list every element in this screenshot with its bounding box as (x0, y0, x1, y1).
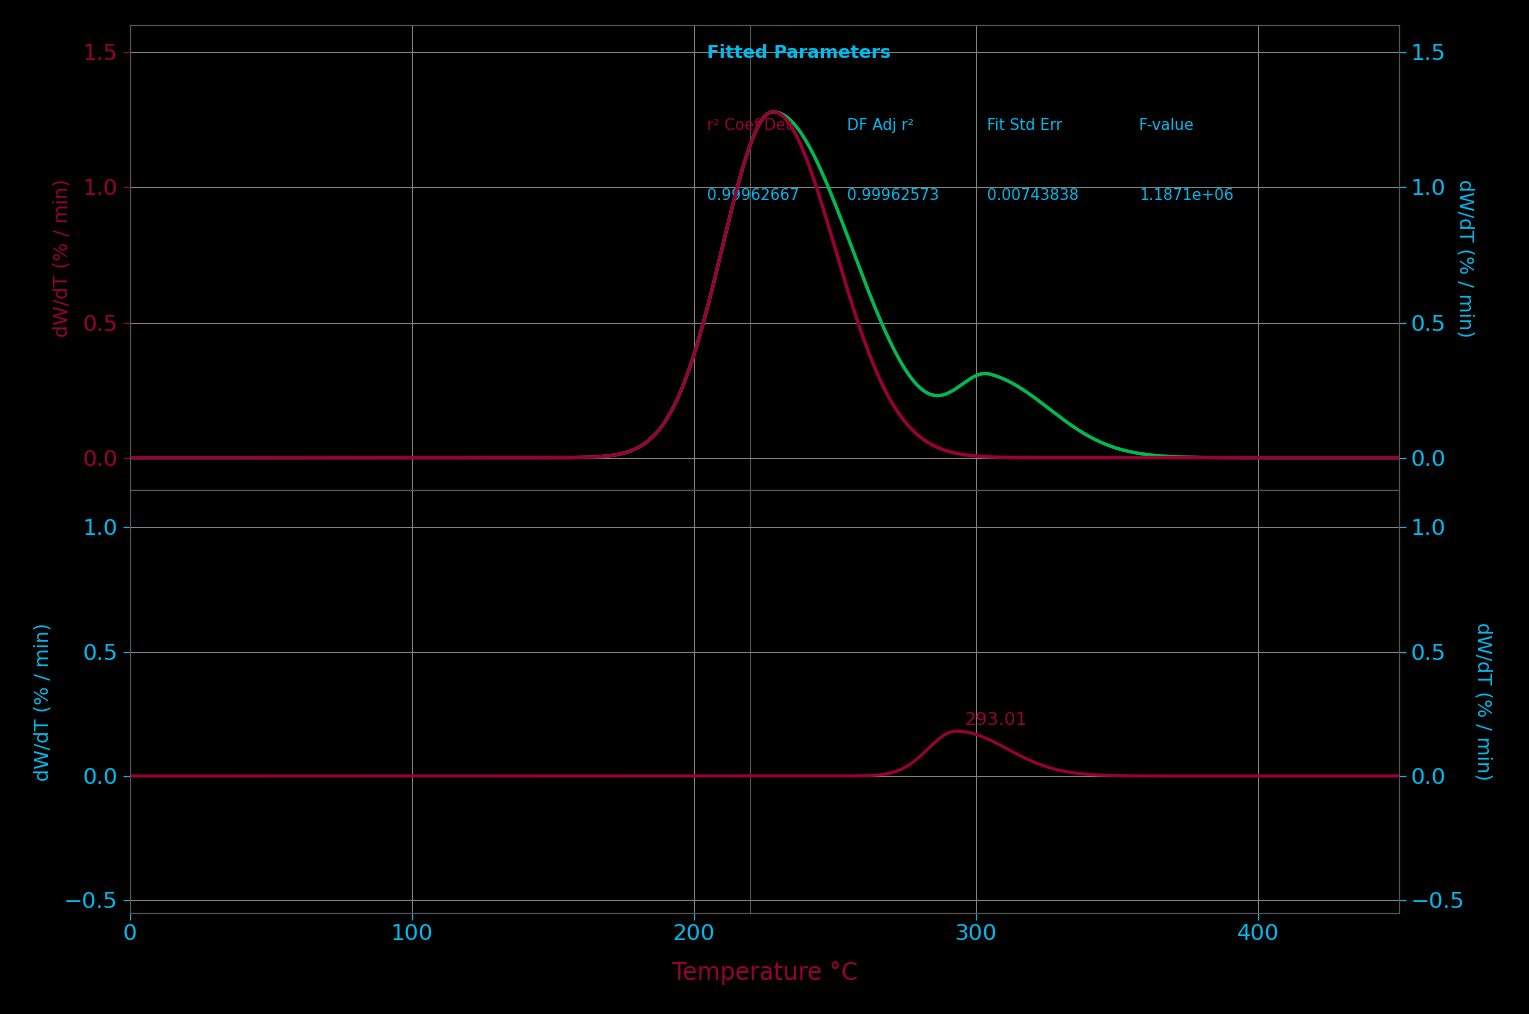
Text: Fitted Parameters: Fitted Parameters (708, 44, 891, 62)
Text: Fit Std Err: Fit Std Err (986, 119, 1061, 133)
Text: 0.00743838: 0.00743838 (986, 188, 1078, 203)
X-axis label: Temperature °C: Temperature °C (671, 961, 858, 985)
Text: 0.99962667: 0.99962667 (708, 188, 800, 203)
Y-axis label: dW/dT (% / min): dW/dT (% / min) (52, 178, 72, 337)
Text: 293.01: 293.01 (965, 711, 1027, 729)
Text: r² Coef Det: r² Coef Det (708, 119, 792, 133)
Y-axis label: dW/dT (% / min): dW/dT (% / min) (34, 623, 54, 781)
Text: DF Adj r²: DF Adj r² (847, 119, 914, 133)
Text: 0.99962573: 0.99962573 (847, 188, 939, 203)
Text: F-value: F-value (1139, 119, 1194, 133)
Text: 1.1871e+06: 1.1871e+06 (1139, 188, 1234, 203)
Y-axis label: dW/dT (% / min): dW/dT (% / min) (1474, 623, 1492, 781)
Y-axis label: dW/dT (% / min): dW/dT (% / min) (1456, 178, 1474, 337)
